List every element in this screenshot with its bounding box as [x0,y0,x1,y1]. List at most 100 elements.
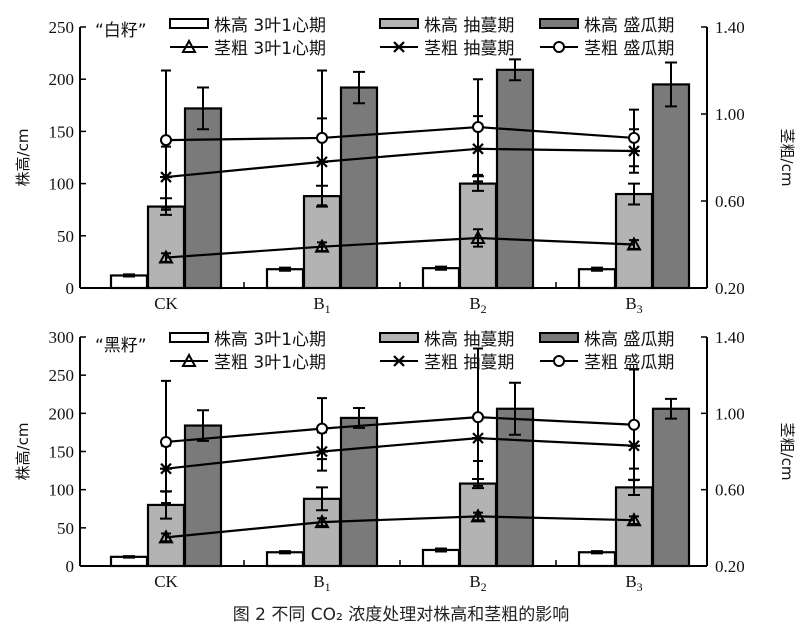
bar-error-bar [279,266,291,272]
line-point [314,238,330,253]
legend-marker [553,41,565,53]
legend-marker [181,352,197,367]
legend-swatch [379,332,419,343]
right-tick-label: 0.60 [715,481,745,500]
left-tick-label: 0 [66,279,75,298]
right-tick-label: 1.40 [715,18,745,37]
bar-error-bar [353,406,365,429]
left-tick-label: 150 [49,122,75,141]
bar [495,68,535,290]
legend-swatch [539,18,579,29]
legend-label: 株高 盛瓜期 [584,330,674,350]
left-axis-title: 株高/cm [14,423,32,481]
legend-label: 茎粗 盛瓜期 [584,39,674,59]
line-error-bar [161,532,171,543]
bar-error-bar [197,409,209,442]
left-tick-label: 300 [49,328,75,347]
bar [651,407,691,568]
bar [614,486,654,568]
chart-panel-baizi: 0 50 100 150 200 250 0.20 0.60 1.00 1.40 株高/cm 茎粗/c… [14,16,796,316]
legend-marker [181,38,197,53]
bar-error-bar [435,547,447,553]
line-error-bar [473,511,483,522]
legend-label: 茎粗 抽蔓期 [424,39,514,59]
legend-marker [393,41,405,53]
legend-swatch [379,18,419,29]
line-point [316,422,328,435]
line-error-bar [317,517,327,527]
left-axis-title: 株高/cm [14,129,32,187]
line-point [628,131,640,144]
line-point [158,529,174,544]
series-line [165,437,635,470]
category-label: CK [154,572,178,591]
legend-swatch [169,332,209,343]
line-error-bar [629,515,639,526]
bar-error-bar [353,70,365,105]
chart-panel-heizi: 0 50 100 150 200 250 300 0.20 0.60 1.00 1.40 株高/cm 茎… [14,328,796,594]
category-label: B3 [625,294,642,316]
legend-label: 株高 抽蔓期 [424,330,514,350]
panel-title: “白籽” [95,21,147,41]
bar [183,107,223,290]
panel-title: “黑籽” [95,336,147,356]
left-tick-label: 50 [57,227,74,246]
bar [339,416,379,568]
left-tick-label: 150 [49,443,75,462]
bar [458,482,498,568]
right-tick-label: 0.20 [715,557,745,576]
left-tick-label: 250 [49,18,75,37]
line-point [628,418,640,431]
right-tick-label: 1.00 [715,404,745,423]
bar-error-bar [197,86,209,131]
category-label: B1 [313,294,330,316]
line-point [158,249,174,264]
left-tick-label: 100 [49,175,75,194]
left-tick-label: 200 [49,70,75,89]
line-point [316,131,328,144]
series-line [165,236,635,259]
figure: 0 50 100 150 200 250 0.20 0.60 1.00 1.40 株高/cm 茎粗/c… [14,16,796,594]
bar-error-bar [279,550,291,555]
legend-marker [393,355,405,367]
legend-label: 茎粗 3叶1心期 [214,39,326,59]
left-tick-label: 0 [66,557,75,576]
line-point [160,134,172,147]
series-line [165,147,635,179]
bar [577,268,617,290]
right-axis-title: 茎粗/cm [778,423,796,481]
bar [421,267,461,290]
left-tick-label: 250 [49,366,75,385]
bar-error-bar [123,555,135,559]
category-label: B2 [469,294,486,316]
legend-swatch [169,18,209,29]
line-point [626,512,642,527]
bar-error-bar [665,397,677,420]
line-point [472,411,484,424]
left-tick-label: 50 [57,519,74,538]
bar [146,205,186,290]
right-tick-label: 0.20 [715,279,745,298]
bar-error-bar [509,381,521,436]
bar-error-bar [509,58,521,82]
legend-label: 茎粗 抽蔓期 [424,353,514,373]
figure-caption: 图 2 不同 CO₂ 浓度处理对株高和茎粗的影响 [232,605,570,625]
legend-label: 株高 3叶1心期 [214,16,326,36]
right-tick-label: 1.40 [715,328,745,347]
bar-error-bar [591,266,603,272]
category-label: CK [154,294,178,313]
bar-error-bar [628,182,640,206]
bar-error-bar [123,273,135,278]
left-tick-label: 200 [49,404,75,423]
series-line [165,515,635,539]
bar-error-bar [665,61,677,108]
legend-label: 茎粗 3叶1心期 [214,353,326,373]
bar-error-bar [316,486,328,512]
legend-marker [553,355,565,367]
legend-label: 株高 盛瓜期 [584,16,674,36]
line-point [160,435,172,448]
category-label: B3 [625,572,642,594]
category-label: B2 [469,572,486,594]
bar-error-bar [435,265,447,271]
line-point [626,236,642,251]
